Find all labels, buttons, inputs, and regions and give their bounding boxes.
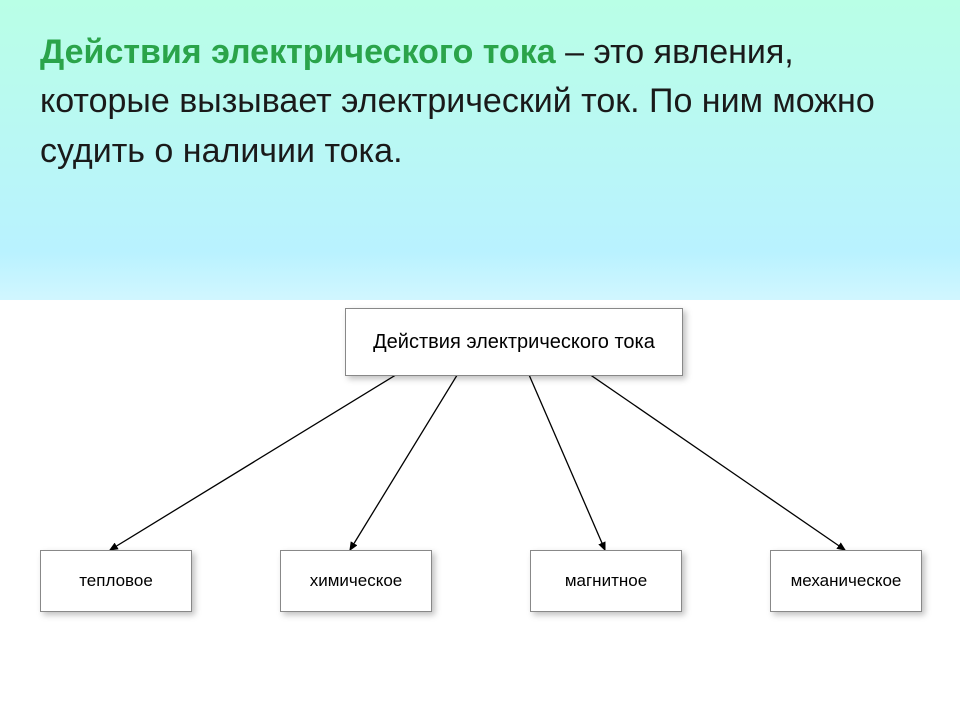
root-node: Действия электрического тока bbox=[345, 308, 683, 376]
edge bbox=[110, 354, 430, 550]
slide: Действия электрического тока – это явлен… bbox=[0, 0, 960, 720]
root-node-label: Действия электрического тока bbox=[373, 331, 655, 354]
leaf-node: химическое bbox=[280, 550, 432, 612]
edge bbox=[560, 354, 845, 550]
leaf-node: механическое bbox=[770, 550, 922, 612]
leaf-node-label: магнитное bbox=[565, 571, 647, 591]
definition-paragraph: Действия электрического тока – это явлен… bbox=[0, 0, 960, 176]
leaf-node: магнитное bbox=[530, 550, 682, 612]
edge bbox=[520, 354, 605, 550]
leaf-node: тепловое bbox=[40, 550, 192, 612]
leaf-node-label: тепловое bbox=[79, 571, 153, 591]
dash-text: – bbox=[556, 33, 594, 71]
term-text: Действия электрического тока bbox=[40, 33, 556, 71]
leaf-node-label: химическое bbox=[310, 571, 403, 591]
leaf-node-label: механическое bbox=[791, 571, 902, 591]
diagram-area: Действия электрического тока тепловое хим… bbox=[0, 300, 960, 720]
edge bbox=[350, 354, 470, 550]
